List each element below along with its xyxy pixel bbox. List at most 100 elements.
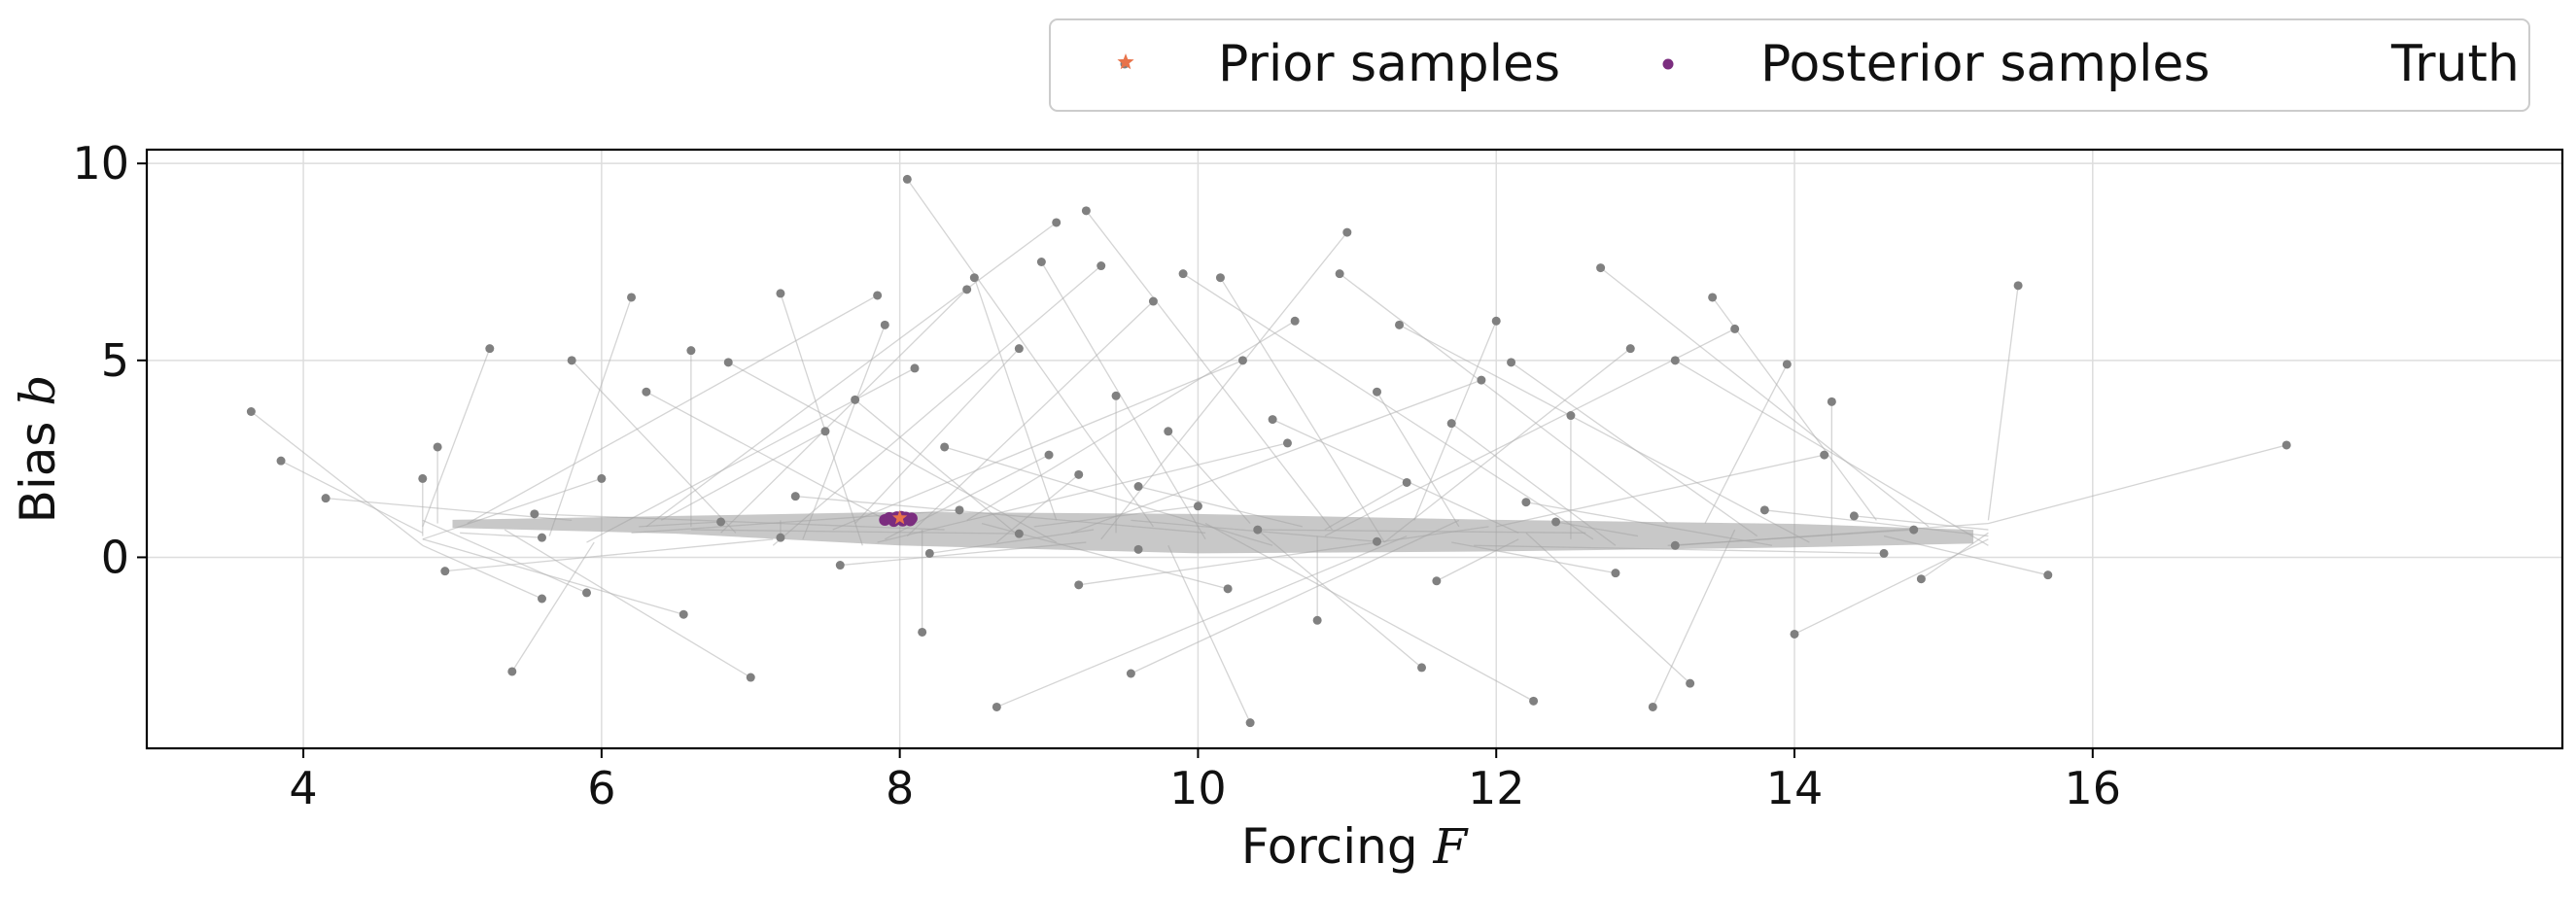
- grid: [147, 150, 2562, 748]
- prior-sample-point: [902, 174, 912, 184]
- sample-trail: [1271, 419, 1519, 534]
- prior-sample-point: [1909, 525, 1919, 535]
- sample-trail: [1987, 285, 2019, 521]
- prior-sample-point: [955, 505, 964, 515]
- sample-trail: [548, 296, 633, 536]
- legend: Prior samples Posterior samples Truth: [1049, 18, 2530, 112]
- prior-sample-point: [507, 667, 517, 676]
- prior-sample-point: [1596, 263, 1606, 273]
- prior-sample-point: [1335, 269, 1344, 279]
- prior-sample-point: [1074, 469, 1084, 479]
- y-axis-label: Bias b: [10, 375, 66, 524]
- sample-trail: [1085, 210, 1334, 531]
- prior-sample-point: [1625, 344, 1635, 354]
- prior-sample-point: [1730, 324, 1740, 333]
- prior-sample-point: [918, 627, 927, 637]
- prior-sample-point: [776, 289, 785, 298]
- sample-trail: [780, 293, 863, 546]
- x-tick-label: 6: [587, 762, 615, 814]
- prior-sample-point: [1081, 206, 1091, 216]
- sample-trail: [1988, 444, 2287, 525]
- y-tick-label: 10: [72, 137, 129, 190]
- prior-sample-point: [880, 320, 889, 329]
- sample-trail: [996, 535, 1408, 708]
- sample-trail: [422, 519, 587, 594]
- prior-sample-point: [1916, 574, 1926, 584]
- sample-trail: [1413, 321, 1497, 521]
- prior-sample-point: [1551, 517, 1561, 527]
- prior-sample-point: [2281, 440, 2291, 450]
- sample-trail: [504, 529, 751, 678]
- sample-trail: [467, 294, 878, 525]
- x-tick-label: 10: [1169, 762, 1227, 814]
- prior-sample-point: [1223, 584, 1233, 594]
- sample-trails: [250, 179, 2287, 723]
- prior-sample-point: [723, 358, 733, 367]
- prior-sample-point: [1648, 702, 1657, 711]
- prior-sample-point: [597, 473, 607, 483]
- prior-sample-point: [1044, 450, 1054, 460]
- prior-sample-point: [1827, 397, 1836, 406]
- prior-sample-point: [1670, 356, 1680, 365]
- sample-trail: [1854, 515, 1989, 531]
- x-tick-label: 8: [886, 762, 914, 814]
- prior-sample-point: [1782, 360, 1792, 369]
- prior-sample-point: [1521, 498, 1531, 507]
- sample-trail: [772, 265, 1102, 546]
- sample-trail: [1167, 545, 1251, 723]
- prior-sample-point: [1111, 391, 1121, 400]
- prior-sample-point: [1253, 525, 1263, 535]
- sample-band: [452, 511, 1974, 554]
- legend-posterior-label: Posterior samples: [1760, 35, 2210, 93]
- prior-sample-point: [835, 561, 845, 570]
- sample-trail: [720, 289, 968, 534]
- truth-star-marker: [892, 509, 908, 525]
- prior-sample-point: [537, 533, 546, 542]
- prior-sample-point: [1245, 718, 1255, 728]
- x-tick-label: 4: [289, 762, 317, 814]
- prior-sample-point: [1148, 296, 1158, 306]
- prior-sample-point: [2013, 281, 2023, 291]
- sample-trail: [586, 367, 916, 543]
- sample-trail: [1525, 532, 1691, 684]
- prior-sample-point: [485, 344, 495, 354]
- prior-sample-point: [1164, 427, 1173, 436]
- prior-sample-point: [940, 442, 950, 452]
- prior-sample-point: [790, 492, 800, 501]
- prior-sample-point: [1611, 569, 1620, 578]
- prior-sample-point: [1708, 293, 1718, 302]
- prior-sample-point: [1820, 450, 1829, 460]
- prior-sample-point: [1193, 501, 1202, 511]
- sample-trail: [460, 532, 542, 538]
- truth-series: [892, 509, 908, 525]
- prior-sample-point: [851, 395, 860, 404]
- prior-sample-point: [567, 356, 576, 365]
- prior-sample-point: [1566, 411, 1576, 421]
- sample-trail: [832, 360, 1243, 531]
- prior-sample-point: [1014, 344, 1024, 354]
- prior-sample-point: [2043, 570, 2053, 580]
- prior-sample-point: [873, 291, 883, 300]
- prior-sample-point: [1178, 269, 1188, 279]
- prior-sample-point: [1373, 536, 1382, 546]
- sample-trail: [1496, 454, 1825, 528]
- sample-trail: [444, 538, 774, 572]
- prior-sample-point: [686, 346, 696, 356]
- prior-sample-point: [1074, 580, 1084, 590]
- sample-trail: [645, 222, 1058, 528]
- sample-trail: [1399, 324, 1810, 543]
- legend-prior-label: Prior samples: [1218, 35, 1560, 93]
- prior-sample-point: [1432, 576, 1442, 586]
- prior-sample-point: [1052, 218, 1062, 227]
- prior-sample-point: [1477, 375, 1486, 385]
- sample-trail: [1339, 273, 1669, 525]
- y-tick-label: 5: [101, 334, 129, 387]
- plot-frame: [145, 148, 2564, 750]
- sample-trail: [1600, 267, 1930, 528]
- prior-sample-point: [776, 533, 785, 542]
- sample-trail: [1652, 529, 1736, 708]
- legend-truth-marker: [1117, 53, 1134, 70]
- prior-sample-point: [1290, 316, 1300, 326]
